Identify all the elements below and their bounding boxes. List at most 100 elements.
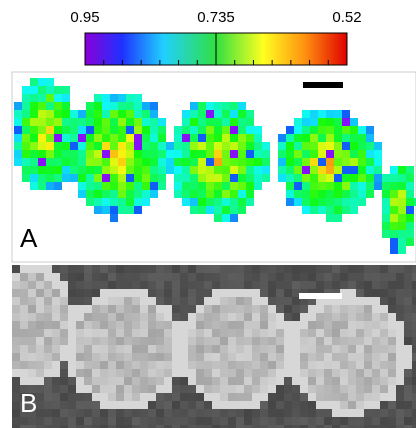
image-pixel [332,409,340,417]
heatmap-cell [214,182,222,190]
image-pixel [124,273,132,281]
image-pixel [92,425,100,428]
heatmap-cell [14,118,22,126]
heatmap-cell [254,182,262,190]
heatmap-cell [350,142,358,150]
heatmap-cell [46,86,54,94]
heatmap-cell [126,118,134,126]
image-pixel [164,289,172,297]
image-pixel [348,305,356,313]
image-pixel [204,313,212,321]
image-pixel [284,385,292,393]
heatmap-cell [406,222,414,230]
image-pixel [52,345,60,353]
heatmap-cell [366,182,374,190]
heatmap-cell [398,246,406,254]
image-pixel [84,393,92,401]
image-pixel [244,265,252,273]
image-pixel [20,377,28,385]
heatmap-cell [70,150,78,158]
image-pixel [300,353,308,361]
heatmap-cell [102,110,110,118]
image-pixel [380,329,388,337]
image-pixel [108,401,116,409]
image-pixel [372,361,380,369]
image-pixel [28,393,36,401]
heatmap-cell [302,150,310,158]
heatmap-cell [390,206,398,214]
image-pixel [116,425,124,428]
image-pixel [236,321,244,329]
heatmap-cell [254,150,262,158]
image-pixel [140,393,148,401]
image-pixel [268,297,276,305]
image-pixel [388,265,396,273]
image-pixel [236,385,244,393]
image-pixel [196,377,204,385]
image-pixel [404,385,412,393]
image-pixel [260,297,268,305]
heatmap-cell [54,94,62,102]
heatmap-cell [158,142,166,150]
heatmap-cell [190,182,198,190]
image-pixel [148,289,156,297]
image-pixel [76,265,84,273]
image-pixel [332,305,340,313]
heatmap-cell [358,158,366,166]
image-pixel [68,297,76,305]
heatmap-cell [46,110,54,118]
image-pixel [76,409,84,417]
image-pixel [220,345,228,353]
image-pixel [36,425,44,428]
image-pixel [388,417,396,425]
heatmap-cell [206,142,214,150]
image-pixel [396,361,404,369]
image-pixel [52,329,60,337]
image-pixel [412,417,416,425]
image-pixel [100,401,108,409]
image-pixel [284,417,292,425]
heatmap-cell [366,158,374,166]
heatmap-cell [190,158,198,166]
image-pixel [148,265,156,273]
image-pixel [372,337,380,345]
image-pixel [28,297,36,305]
image-pixel [260,265,268,273]
image-pixel [68,265,76,273]
image-pixel [188,265,196,273]
image-pixel [76,321,84,329]
heatmap-cell [246,174,254,182]
image-pixel [300,369,308,377]
image-pixel [180,313,188,321]
image-pixel [36,265,44,273]
heatmap-cell [126,126,134,134]
heatmap-cell [358,126,366,134]
image-pixel [108,281,116,289]
heatmap-cell [278,142,286,150]
heatmap-cell [302,142,310,150]
image-pixel [300,401,308,409]
heatmap-cell [70,126,78,134]
image-pixel [60,281,68,289]
heatmap-cell [302,182,310,190]
image-pixel [340,337,348,345]
image-pixel [364,289,372,297]
heatmap-cell [414,198,416,206]
image-pixel [204,401,212,409]
heatmap-cell [102,94,110,102]
heatmap-cell [214,126,222,134]
image-pixel [252,361,260,369]
image-pixel [412,369,416,377]
heatmap-cell [30,86,38,94]
image-pixel [92,417,100,425]
image-pixel [212,401,220,409]
image-pixel [132,425,140,428]
heatmap-cell [86,158,94,166]
heatmap-cell [222,118,230,126]
image-pixel [52,361,60,369]
image-pixel [324,265,332,273]
image-pixel [164,273,172,281]
heatmap-cell [182,126,190,134]
image-pixel [124,305,132,313]
image-pixel [12,289,20,297]
